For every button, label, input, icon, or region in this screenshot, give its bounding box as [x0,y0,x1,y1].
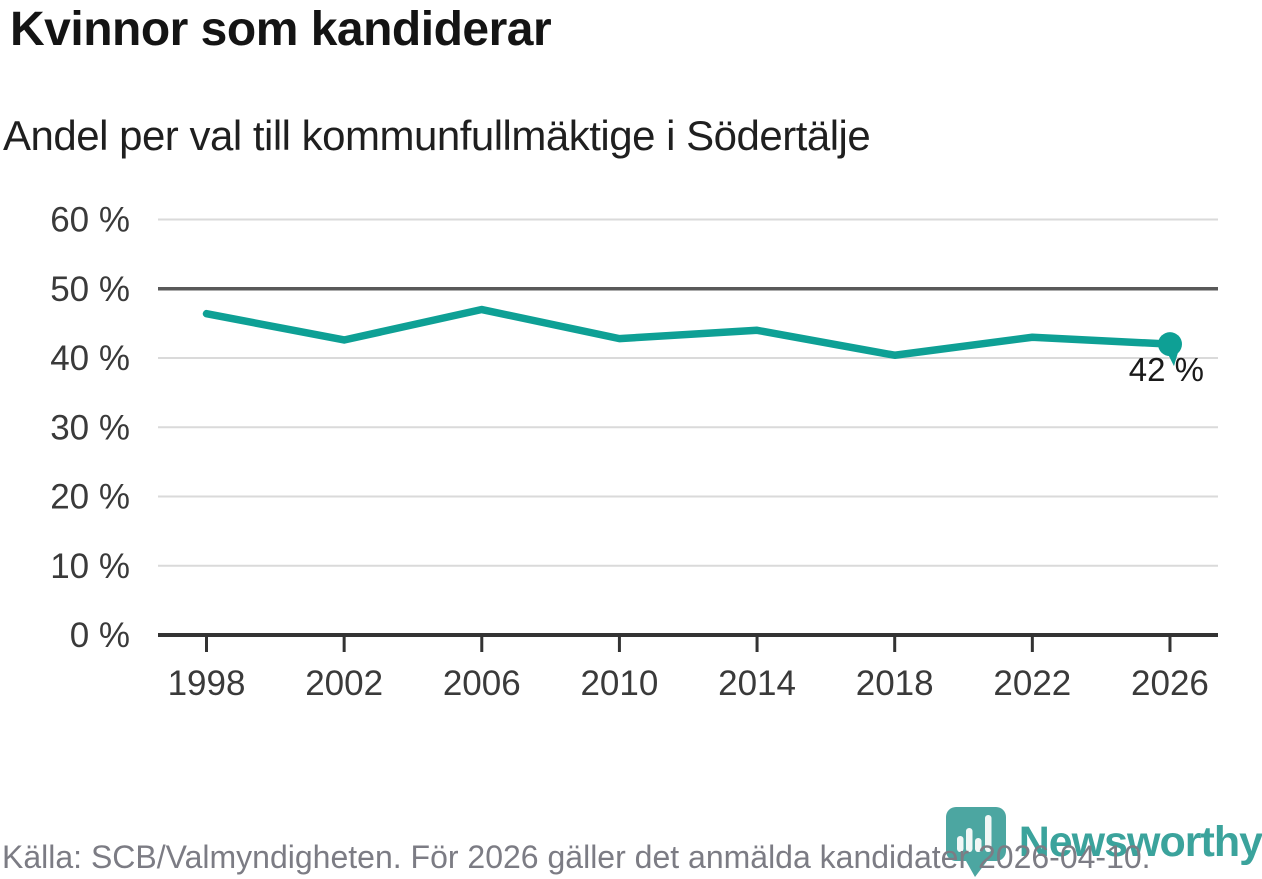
y-axis-label: 10 % [50,547,130,586]
data-line [202,305,1174,359]
chart-subtitle: Andel per val till kommunfullmäktige i S… [3,112,871,159]
y-axis-label: 50 % [50,270,130,309]
data-point-marker [1157,332,1182,357]
source-text: Källa: SCB/Valmyndigheten. För 2026 gäll… [2,839,1151,875]
newsworthy-logo-icon [945,807,1006,877]
page-title: Kvinnor som kandiderar [10,3,552,56]
value-annotation: 42 % [1129,351,1204,388]
y-axis-label: 0 % [70,616,130,655]
newsworthy-brand: Newsworthy [945,806,1262,878]
y-axis-label: 20 % [50,478,130,517]
x-axis-label: 2026 [1131,664,1209,703]
x-axis-label: 1998 [168,664,246,703]
x-axis-label: 2010 [580,664,658,703]
x-axis-label: 2014 [718,664,796,703]
y-axis-label: 60 % [50,201,130,240]
y-axis-label: 40 % [50,339,130,378]
x-axis-label: 2006 [443,664,521,703]
x-axis-label: 2018 [856,664,934,703]
x-axis-label: 2002 [305,664,383,703]
newsworthy-wordmark: Newsworthy [1018,817,1262,866]
y-axis-label: 30 % [50,408,130,447]
x-axis-label: 2022 [993,664,1071,703]
